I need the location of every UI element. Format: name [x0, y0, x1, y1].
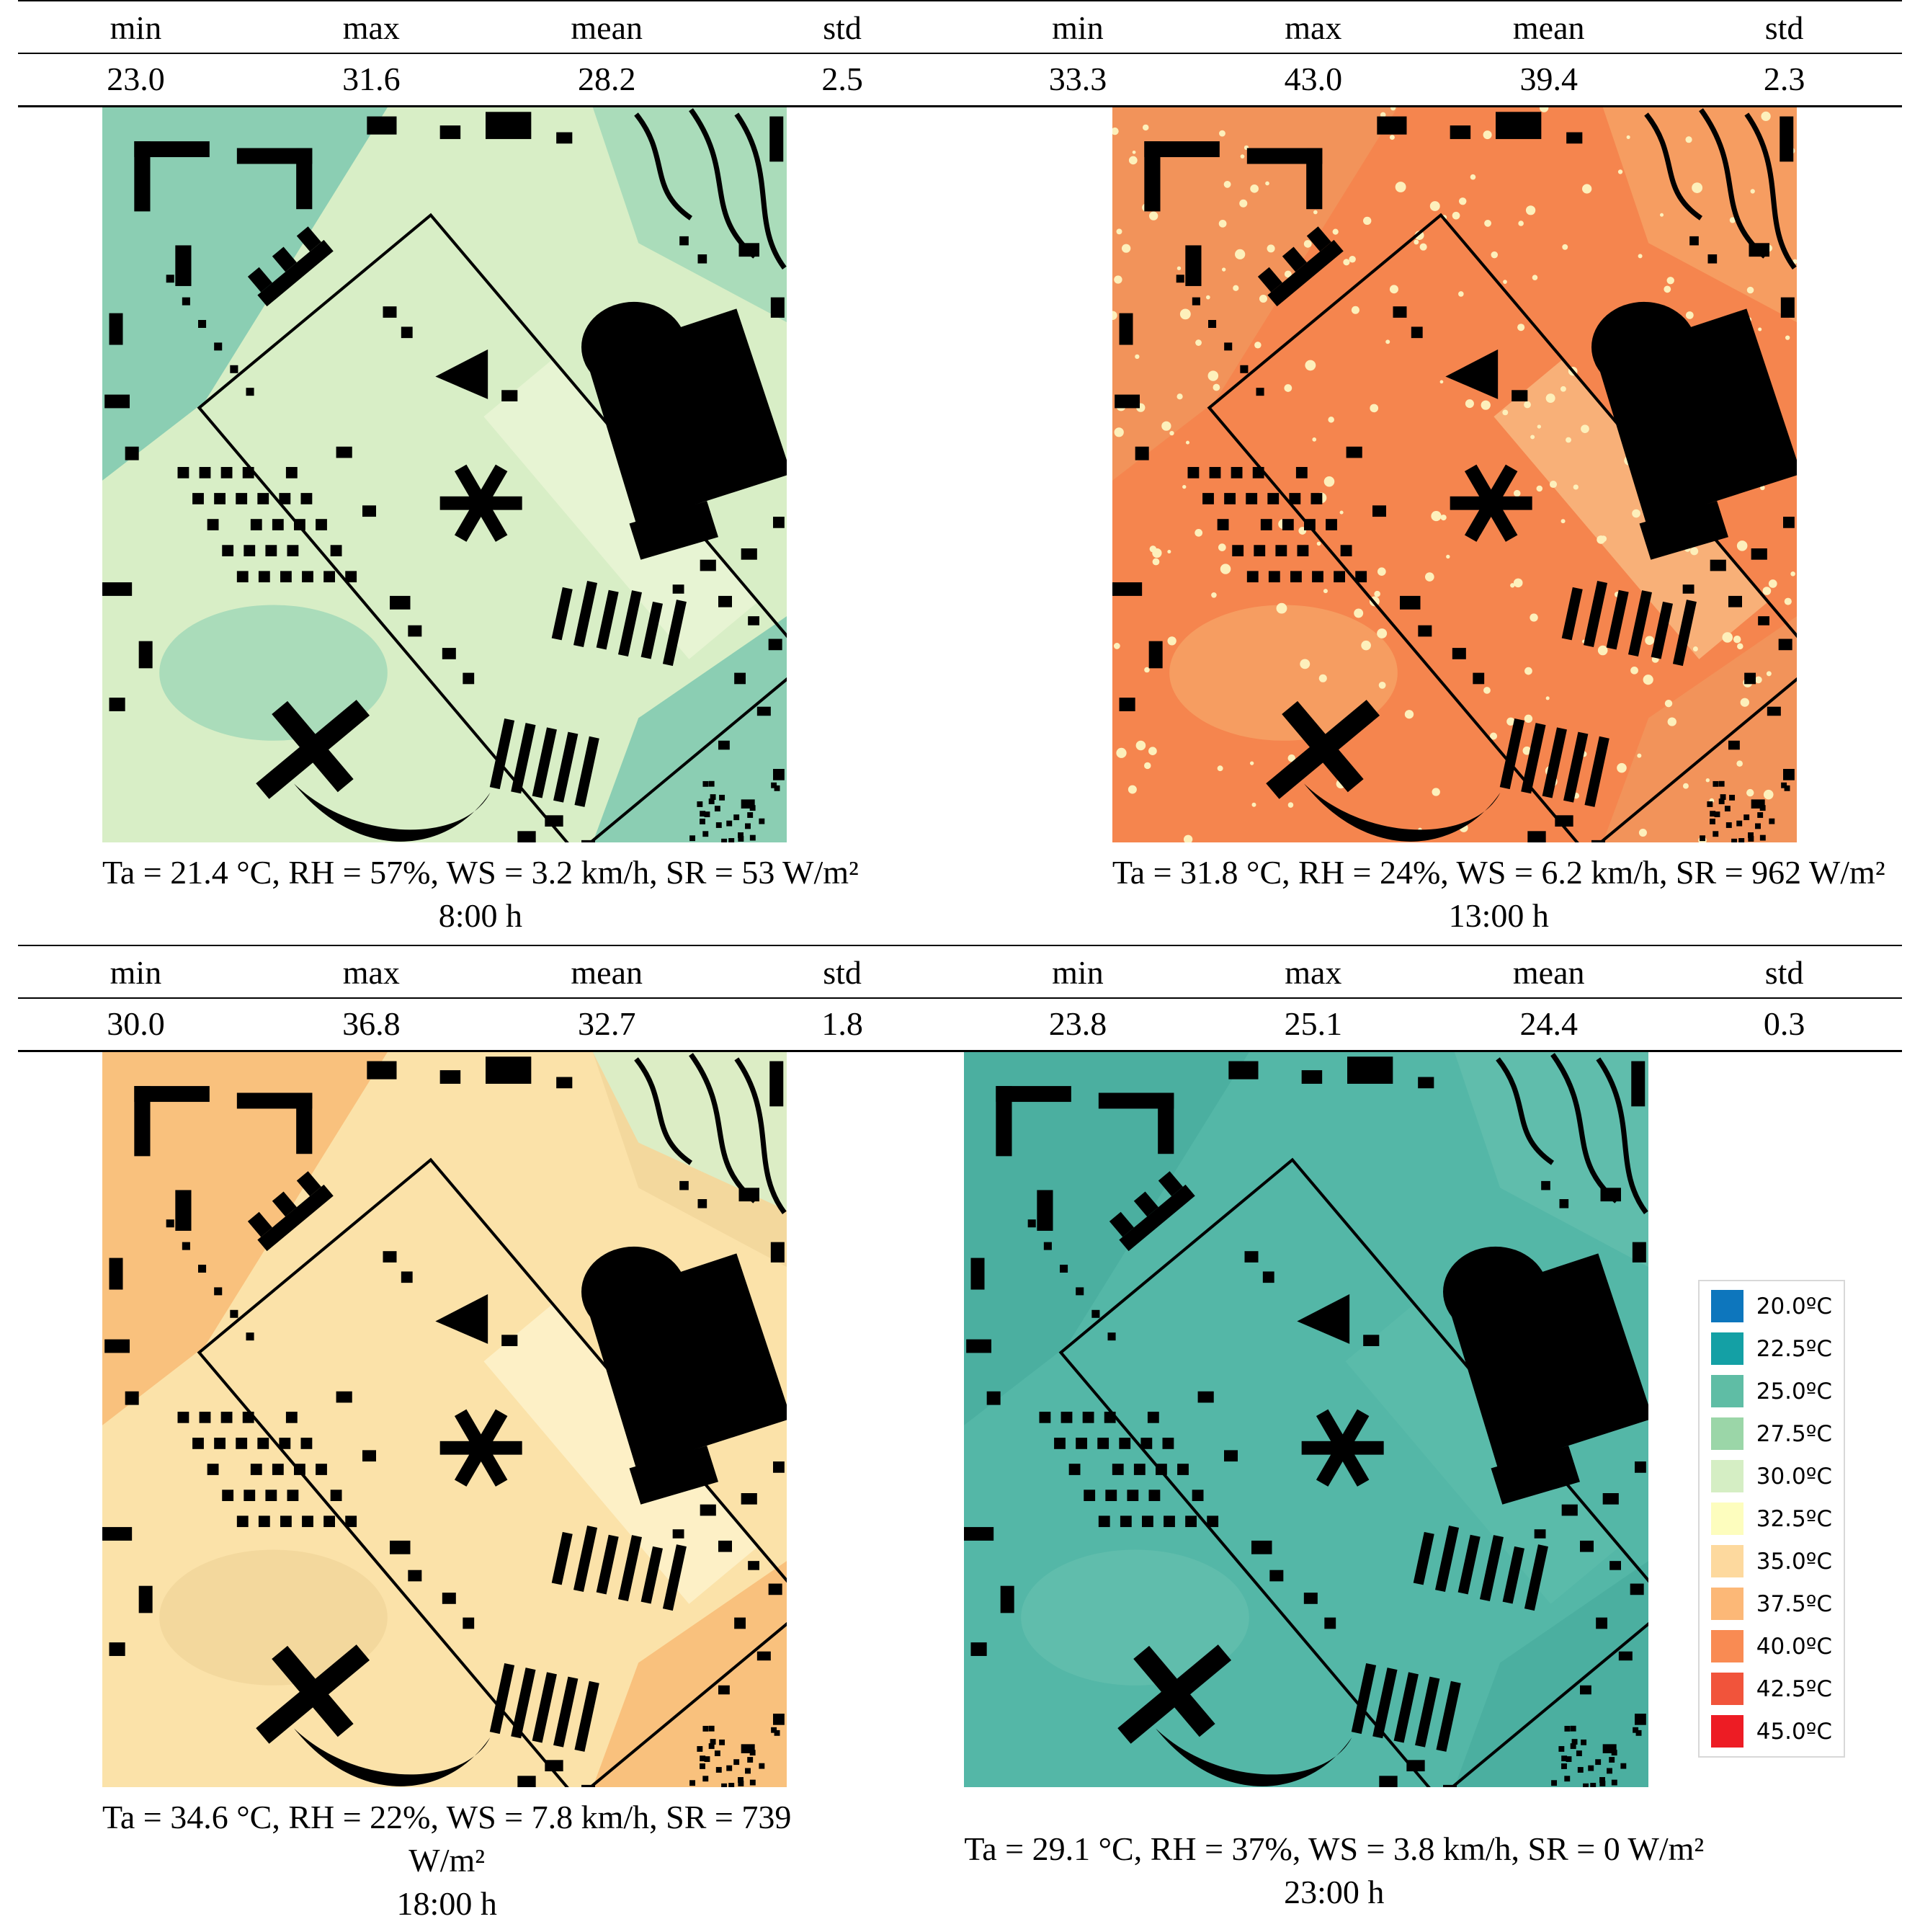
stats-value-mean: 32.7: [577, 1005, 636, 1042]
stats-header-min: min: [1052, 9, 1104, 46]
thermal-map-13h: [1112, 107, 1797, 842]
stats-value-max: 31.6: [342, 61, 401, 97]
panel-18h: Ta = 34.6 °C, RH = 22%, WS = 7.8 km/h, S…: [102, 1052, 791, 1926]
legend-label: 25.0ºC: [1756, 1378, 1832, 1405]
stats-table-top: min max mean std min max mean std 23.0 3…: [18, 0, 1902, 107]
stats-header-mean: mean: [1512, 9, 1585, 46]
stats-value-min: 23.8: [1048, 1005, 1107, 1042]
stats-header-max: max: [342, 954, 400, 991]
caption-time: 8:00 h: [438, 897, 523, 934]
stats-value-mean: 24.4: [1519, 1005, 1578, 1042]
legend-entry: 42.5ºC: [1710, 1673, 1832, 1705]
stats-value-std: 0.3: [1763, 1005, 1805, 1042]
panel-caption-13h: Ta = 31.8 °C, RH = 24%, WS = 6.2 km/h, S…: [1112, 851, 1885, 938]
stats-value-std: 2.5: [821, 61, 863, 97]
legend: 20.0ºC 22.5ºC 25.0ºC 27.5ºC 30.0ºC 32.5ºC 35.0…: [1697, 1280, 1845, 1758]
thermal-map-8h: [102, 107, 787, 842]
legend-entry: 30.0ºC: [1710, 1460, 1832, 1492]
stats-value-mean: 39.4: [1519, 61, 1578, 97]
legend-label: 22.5ºC: [1756, 1335, 1832, 1362]
caption-time: 23:00 h: [1284, 1874, 1385, 1910]
stats-value-min: 33.3: [1048, 61, 1107, 97]
legend-label: 27.5ºC: [1756, 1420, 1832, 1447]
legend-entry: 40.0ºC: [1710, 1630, 1832, 1662]
legend-color-swatch: [1710, 1290, 1743, 1322]
legend-color-swatch: [1710, 1460, 1743, 1492]
legend-color-swatch: [1710, 1417, 1743, 1450]
stats-header-std: std: [823, 954, 862, 991]
caption-conditions: Ta = 31.8 °C, RH = 24%, WS = 6.2 km/h, S…: [1112, 854, 1885, 891]
legend-entry: 37.5ºC: [1710, 1588, 1832, 1620]
stats-value-max: 25.1: [1284, 1005, 1343, 1042]
legend-entry: 35.0ºC: [1710, 1545, 1832, 1577]
stats-header-row: min max mean std min max mean std: [18, 1, 1902, 53]
legend-label: 42.5ºC: [1756, 1675, 1832, 1702]
legend-color-swatch: [1710, 1375, 1743, 1407]
caption-conditions: Ta = 21.4 °C, RH = 57%, WS = 3.2 km/h, S…: [102, 854, 859, 891]
stats-value-max: 43.0: [1284, 61, 1343, 97]
legend-label: 40.0ºC: [1756, 1633, 1832, 1660]
panel-caption-8h: Ta = 21.4 °C, RH = 57%, WS = 3.2 km/h, S…: [102, 851, 859, 938]
stats-header-std: std: [1764, 954, 1804, 991]
stats-header-mean: mean: [571, 954, 643, 991]
legend-entry: 45.0ºC: [1710, 1715, 1832, 1748]
legend-label: 30.0ºC: [1756, 1463, 1832, 1490]
legend-entry: 27.5ºC: [1710, 1417, 1832, 1450]
stats-header-max: max: [1285, 9, 1342, 46]
thermal-map-18h: [102, 1052, 787, 1787]
legend-label: 35.0ºC: [1756, 1548, 1832, 1575]
stats-value-std: 1.8: [821, 1005, 863, 1042]
stats-value-mean: 28.2: [577, 61, 636, 97]
stats-header-min: min: [1052, 954, 1104, 991]
maps-row-bottom: Ta = 34.6 °C, RH = 22%, WS = 7.8 km/h, S…: [0, 1052, 1920, 1926]
stats-header-min: min: [110, 954, 162, 991]
stats-header-row: min max mean std min max mean std: [18, 945, 1902, 998]
stats-header-max: max: [1285, 954, 1342, 991]
stats-table-bottom: min max mean std min max mean std 30.0 3…: [18, 945, 1902, 1052]
stats-value-std: 2.3: [1763, 61, 1805, 97]
caption-time: 13:00 h: [1448, 897, 1549, 934]
legend-entry: 22.5ºC: [1710, 1332, 1832, 1365]
panel-caption-23h: Ta = 29.1 °C, RH = 37%, WS = 3.8 km/h, S…: [964, 1828, 1704, 1914]
stats-value-max: 36.8: [342, 1005, 401, 1042]
legend-color-swatch: [1710, 1588, 1743, 1620]
legend-label: 45.0ºC: [1756, 1718, 1832, 1745]
caption-units: W/m²: [408, 1842, 486, 1879]
thermal-map-23h: [964, 1052, 1649, 1787]
stats-header-max: max: [342, 9, 400, 46]
caption-conditions: Ta = 29.1 °C, RH = 37%, WS = 3.8 km/h, S…: [964, 1830, 1705, 1867]
legend-color-swatch: [1710, 1503, 1743, 1535]
stats-header-std: std: [823, 9, 862, 46]
stats-values-row: 30.0 36.8 32.7 1.8 23.8 25.1 24.4 0.3: [18, 998, 1902, 1051]
caption-conditions: Ta = 34.6 °C, RH = 22%, WS = 7.8 km/h, S…: [102, 1799, 792, 1835]
caption-time: 18:00 h: [396, 1885, 497, 1922]
legend-color-swatch: [1710, 1673, 1743, 1705]
legend-color-swatch: [1710, 1545, 1743, 1577]
legend-entry: 25.0ºC: [1710, 1375, 1832, 1407]
maps-row-top: Ta = 21.4 °C, RH = 57%, WS = 3.2 km/h, S…: [0, 107, 1920, 938]
legend-color-swatch: [1710, 1332, 1743, 1365]
stats-header-min: min: [110, 9, 162, 46]
stats-value-min: 30.0: [107, 1005, 165, 1042]
stats-header-std: std: [1764, 9, 1804, 46]
panel-caption-18h: Ta = 34.6 °C, RH = 22%, WS = 7.8 km/h, S…: [102, 1796, 791, 1926]
panel-8h: Ta = 21.4 °C, RH = 57%, WS = 3.2 km/h, S…: [102, 107, 859, 938]
stats-value-min: 23.0: [107, 61, 165, 97]
stats-header-mean: mean: [571, 9, 643, 46]
panel-23h: Ta = 29.1 °C, RH = 37%, WS = 3.8 km/h, S…: [964, 1052, 1704, 1914]
legend-label: 32.5ºC: [1756, 1505, 1832, 1532]
legend-label: 20.0ºC: [1756, 1293, 1832, 1319]
legend-entry: 20.0ºC: [1710, 1290, 1832, 1322]
stats-values-row: 23.0 31.6 28.2 2.5 33.3 43.0 39.4 2.3: [18, 53, 1902, 107]
legend-entry: 32.5ºC: [1710, 1503, 1832, 1535]
legend-color-swatch: [1710, 1630, 1743, 1662]
stats-header-mean: mean: [1512, 954, 1585, 991]
legend-label: 37.5ºC: [1756, 1590, 1832, 1617]
panel-13h: Ta = 31.8 °C, RH = 24%, WS = 6.2 km/h, S…: [1112, 107, 1885, 938]
legend-color-swatch: [1710, 1715, 1743, 1748]
